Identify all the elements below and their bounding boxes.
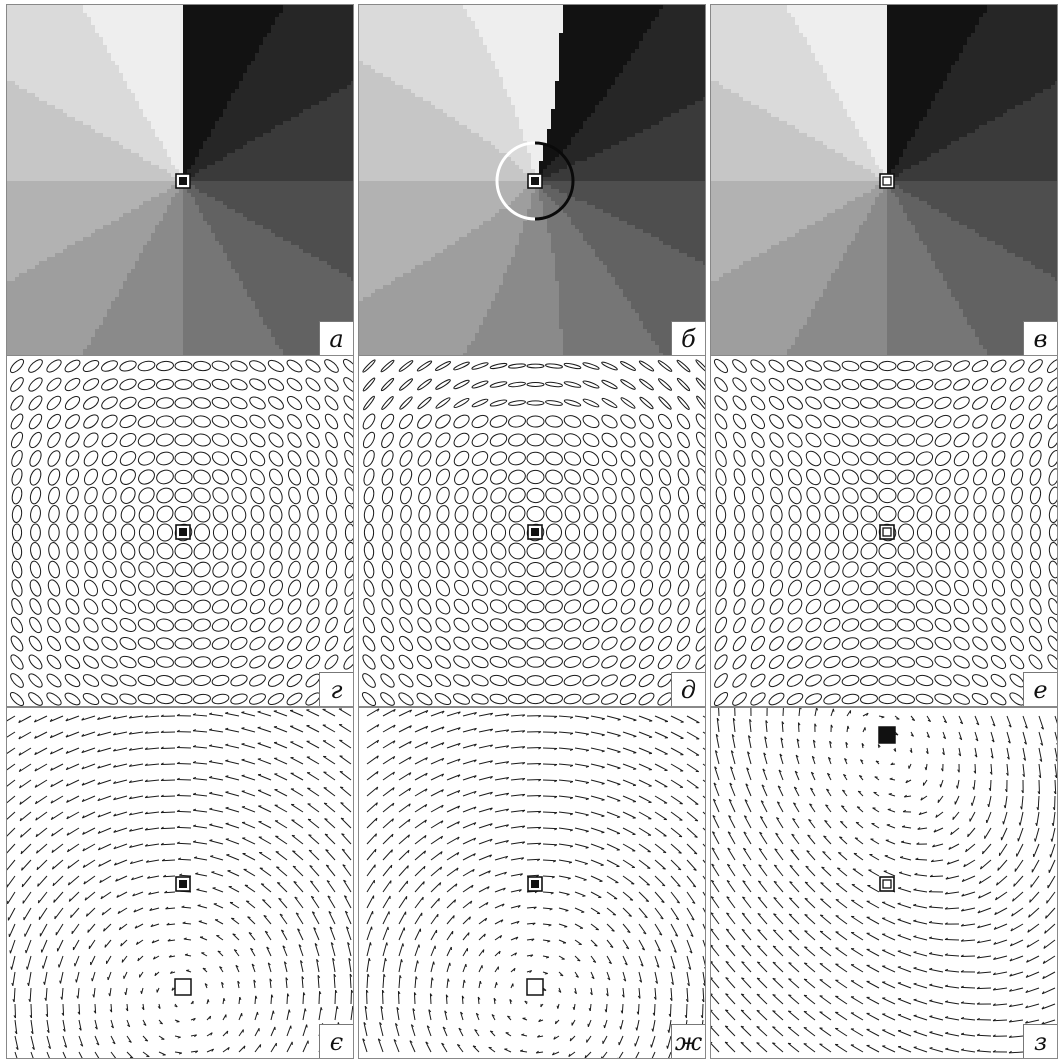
vector-field	[362, 708, 705, 1058]
singularity-marker	[527, 173, 543, 189]
panel-label: в	[1023, 321, 1057, 355]
vector-field	[7, 708, 353, 1058]
singularity-marker	[527, 876, 543, 892]
panel-label: ж	[671, 1024, 705, 1058]
singularity-marker	[175, 173, 191, 189]
singularity-marker	[527, 524, 543, 540]
panel-label: є	[319, 1024, 353, 1058]
vector-field	[711, 708, 1057, 1056]
singularity-marker	[175, 876, 191, 892]
open-square-marker	[526, 978, 544, 996]
open-square-marker	[174, 978, 192, 996]
panel-zh-plot	[362, 708, 705, 1058]
panel-label: г	[319, 672, 353, 706]
panel-e: е	[710, 355, 1058, 707]
panel-ye: є	[6, 707, 354, 1059]
singularity-marker	[879, 876, 895, 892]
singularity-marker	[879, 173, 895, 189]
panel-zh: ж	[358, 707, 706, 1059]
panel-d-plot	[361, 359, 705, 706]
panel-label: а	[319, 321, 353, 355]
panel-ye-plot	[7, 708, 353, 1058]
panel-a-plot	[7, 5, 353, 355]
ellipse-field	[713, 358, 1057, 706]
panel-v: в	[710, 4, 1058, 356]
singularity-marker	[175, 524, 191, 540]
circle-arc-black	[534, 141, 575, 221]
filled-square-marker	[878, 726, 896, 744]
panel-label: д	[671, 672, 705, 706]
panel-label: е	[1023, 672, 1057, 706]
panel-z-plot	[711, 708, 1057, 1056]
panel-a: а	[6, 4, 354, 356]
panel-g: г	[6, 355, 354, 707]
panel-g-plot	[9, 358, 353, 706]
panel-e-plot	[713, 358, 1057, 706]
panel-b-plot	[359, 5, 705, 355]
panel-d: д	[358, 355, 706, 707]
panel-label: з	[1023, 1024, 1057, 1058]
panel-z: з	[710, 707, 1058, 1059]
circle-arc-white	[495, 141, 536, 221]
panel-label: б	[671, 321, 705, 355]
panel-v-plot	[711, 5, 1057, 355]
singularity-marker	[879, 524, 895, 540]
panel-b: б	[358, 4, 706, 356]
